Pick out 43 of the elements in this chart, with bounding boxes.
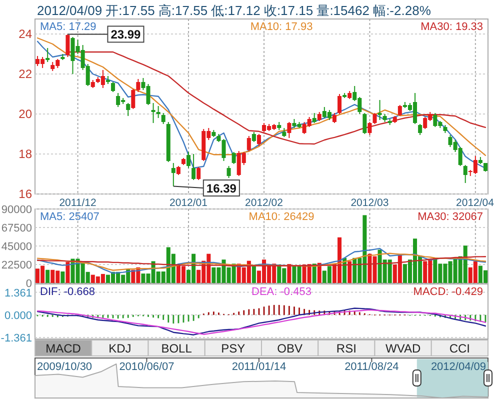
x-tick-label: 2009/10/30 [37, 361, 92, 373]
series-label: DIF: -0.668 [40, 286, 96, 298]
tab: CCI [430, 340, 488, 356]
y-tick-label: 16 [18, 187, 32, 201]
y-tick-label: 22 [18, 67, 32, 81]
y-tick-label: 1.361 [4, 287, 32, 300]
series-label: DEA: -0.453 [252, 286, 312, 298]
text: MA10: 17.93 [250, 21, 313, 33]
tab: KDJ [91, 340, 149, 356]
y-tick-label: -1.361 [0, 332, 32, 345]
x-tick-label: 2012/04/09 [430, 361, 486, 373]
x-tick-label: 2012/04 [456, 197, 494, 209]
tab: BOLL [148, 340, 206, 356]
y-tick-label: 20 [18, 107, 32, 121]
x-tick-label: 2011/08/24 [344, 361, 399, 373]
y-tick-label: 0 [26, 278, 32, 290]
tab: MACD [34, 340, 92, 356]
tab: WVAD [374, 340, 432, 356]
x-tick-label: 2012/02 [245, 197, 284, 209]
y-tick-label: 24 [18, 27, 32, 41]
text: MA30: 32067 [418, 211, 483, 223]
x-tick-label: 2012/01 [170, 197, 208, 209]
x-tick-label: 2010/06/07 [119, 361, 174, 373]
x-tick-label: 2011/12 [59, 197, 97, 209]
y-tick-label: 67500 [1, 222, 32, 234]
tab: PSY [204, 340, 262, 356]
tab: RSI [318, 340, 376, 356]
x-tick-label: 2011/01/14 [232, 361, 286, 373]
chart-title: 2012/04/09 开:17.55 高:17.55 低:17.12 收:17.15 量:15462 幅:-2.28% [37, 3, 432, 18]
text: MA10: 26429 [248, 211, 314, 223]
text: MA5: 25407 [40, 211, 100, 223]
tab: OBV [261, 340, 319, 356]
series-label: MACD: -0.429 [413, 286, 483, 298]
series-label: MA5: 17.29 [40, 21, 96, 33]
x-tick-label: 2012/03 [350, 197, 389, 209]
y-tick-label: 22500 [1, 260, 32, 272]
text: MA30: 19.33 [420, 21, 483, 33]
annotation: 23.99 [110, 28, 142, 42]
y-tick-label: 45000 [1, 241, 32, 253]
annotation: 16.39 [206, 182, 237, 196]
y-tick-label: 18 [18, 147, 32, 161]
y-tick-label: 0.000 [4, 310, 32, 322]
y-tick-label: 90000 [1, 204, 32, 216]
